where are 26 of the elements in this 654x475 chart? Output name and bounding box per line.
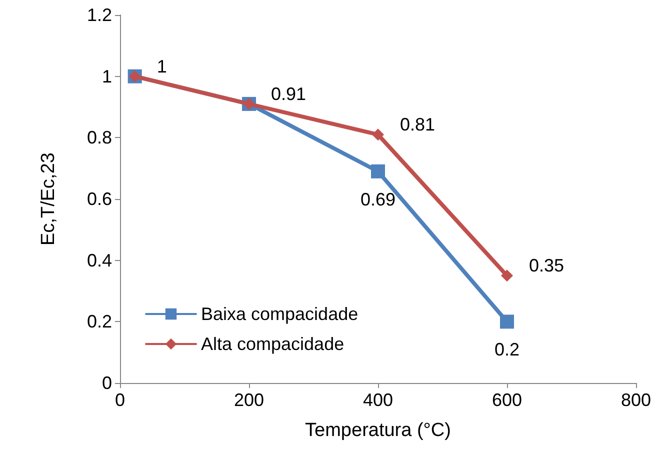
data-label: 0.91 — [270, 84, 306, 104]
x-tick-label: 600 — [492, 390, 522, 410]
x-tick-label: 200 — [234, 390, 264, 410]
data-label: 1 — [156, 56, 167, 76]
y-tick-label: 0.6 — [86, 189, 112, 209]
legend-label: Alta compacidade — [201, 334, 344, 354]
y-tick-label: 0.2 — [86, 312, 112, 332]
y-tick-label: 1.2 — [86, 5, 112, 25]
x-tick-label: 400 — [362, 390, 394, 410]
data-label: 0.35 — [528, 256, 564, 276]
y-tick-label: 0.4 — [86, 250, 112, 270]
point — [372, 128, 384, 141]
x-tick-label: 800 — [620, 390, 652, 410]
point — [500, 270, 513, 282]
x-axis-title: Temperatura (°C) — [305, 420, 451, 441]
point — [370, 164, 385, 178]
point — [500, 314, 514, 329]
y-tick-label: 0 — [102, 373, 112, 393]
data-label: 0.81 — [400, 114, 436, 135]
y-tick-label: 1 — [102, 66, 112, 86]
data-label: 0.69 — [360, 189, 396, 210]
y-tick-label: 0.8 — [86, 128, 112, 148]
data-label: 0.2 — [494, 340, 520, 360]
y-axis-title: Ec,T/Ec,23 — [38, 152, 59, 246]
legend-label: Baixa compacidade — [201, 304, 358, 324]
x-tick-label: 0 — [114, 390, 126, 410]
